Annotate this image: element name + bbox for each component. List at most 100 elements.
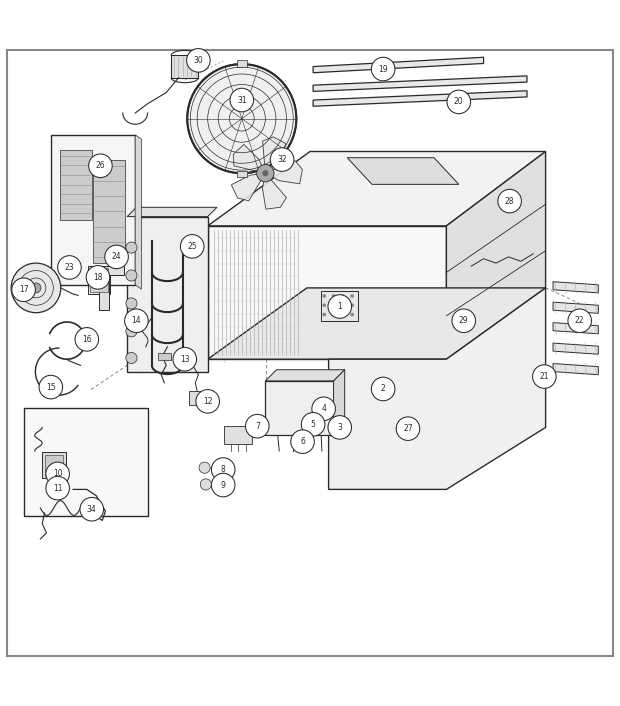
Circle shape (58, 256, 81, 279)
Circle shape (126, 325, 137, 337)
Circle shape (125, 309, 148, 333)
Circle shape (332, 294, 335, 298)
Circle shape (447, 90, 471, 114)
Text: 13: 13 (180, 354, 190, 364)
Circle shape (498, 189, 521, 213)
Circle shape (350, 294, 354, 298)
Circle shape (86, 265, 110, 289)
Text: 27: 27 (403, 424, 413, 433)
Text: 8: 8 (221, 465, 226, 474)
Polygon shape (265, 381, 334, 436)
Text: 6: 6 (300, 437, 305, 446)
Circle shape (246, 414, 269, 438)
Polygon shape (313, 91, 527, 106)
Polygon shape (446, 152, 546, 359)
Text: 24: 24 (112, 253, 122, 261)
Circle shape (568, 309, 591, 333)
Polygon shape (127, 208, 217, 217)
Circle shape (341, 294, 345, 298)
Circle shape (46, 477, 69, 500)
Text: 17: 17 (19, 285, 29, 294)
Polygon shape (233, 145, 265, 173)
Circle shape (341, 313, 345, 316)
Circle shape (196, 390, 219, 413)
Text: 29: 29 (459, 316, 469, 325)
Circle shape (11, 263, 61, 313)
Circle shape (199, 462, 210, 473)
Circle shape (126, 352, 137, 364)
Text: 11: 11 (53, 484, 63, 493)
Polygon shape (208, 152, 546, 226)
Text: 5: 5 (311, 420, 316, 429)
Circle shape (322, 313, 326, 316)
Text: 19: 19 (378, 64, 388, 73)
Bar (224, 426, 252, 443)
Bar (42, 453, 66, 478)
Bar (24, 407, 148, 516)
Text: 34: 34 (87, 505, 97, 514)
Circle shape (230, 88, 254, 112)
Circle shape (332, 313, 335, 316)
Circle shape (291, 430, 314, 453)
Polygon shape (329, 288, 546, 489)
Circle shape (12, 278, 35, 301)
Bar (93, 160, 125, 263)
Polygon shape (171, 55, 198, 78)
Text: 31: 31 (237, 95, 247, 104)
Text: 26: 26 (95, 161, 105, 170)
Circle shape (328, 416, 352, 439)
Bar (60, 150, 92, 220)
Circle shape (328, 294, 352, 318)
Polygon shape (347, 157, 459, 184)
Circle shape (533, 365, 556, 388)
Text: 2: 2 (381, 385, 386, 393)
Text: 10: 10 (53, 469, 63, 479)
Circle shape (341, 304, 345, 307)
Bar (90, 268, 108, 292)
Text: 23: 23 (64, 263, 74, 272)
Circle shape (371, 377, 395, 401)
Polygon shape (313, 57, 484, 73)
Bar (189, 391, 213, 405)
Circle shape (126, 242, 137, 253)
Polygon shape (265, 161, 303, 184)
Text: 18: 18 (93, 273, 103, 282)
Circle shape (39, 376, 63, 399)
Polygon shape (553, 323, 598, 334)
Polygon shape (553, 282, 598, 293)
Circle shape (80, 498, 104, 521)
Text: 20: 20 (454, 97, 464, 107)
Text: 15: 15 (46, 383, 56, 392)
Circle shape (350, 304, 354, 307)
Circle shape (105, 245, 128, 269)
Polygon shape (99, 266, 124, 310)
Text: 16: 16 (82, 335, 92, 344)
Polygon shape (231, 173, 265, 201)
Polygon shape (553, 343, 598, 354)
Circle shape (396, 417, 420, 441)
Polygon shape (263, 137, 286, 173)
Polygon shape (208, 288, 546, 359)
Circle shape (452, 309, 476, 333)
Polygon shape (334, 370, 345, 436)
Text: 25: 25 (187, 242, 197, 251)
Polygon shape (127, 217, 208, 371)
Circle shape (262, 170, 268, 176)
Text: 28: 28 (505, 196, 515, 205)
Text: 30: 30 (193, 56, 203, 65)
Circle shape (211, 473, 235, 497)
Circle shape (270, 148, 294, 172)
Polygon shape (265, 370, 345, 381)
Circle shape (322, 294, 326, 298)
Text: 14: 14 (131, 316, 141, 325)
Text: 7: 7 (255, 421, 260, 431)
Circle shape (211, 457, 235, 481)
Polygon shape (313, 76, 527, 91)
Text: 12: 12 (203, 397, 213, 406)
Text: 3: 3 (337, 423, 342, 432)
Polygon shape (135, 135, 141, 289)
Bar (321, 291, 358, 321)
Text: 9: 9 (221, 481, 226, 489)
Circle shape (332, 304, 335, 307)
Text: 32: 32 (277, 155, 287, 164)
